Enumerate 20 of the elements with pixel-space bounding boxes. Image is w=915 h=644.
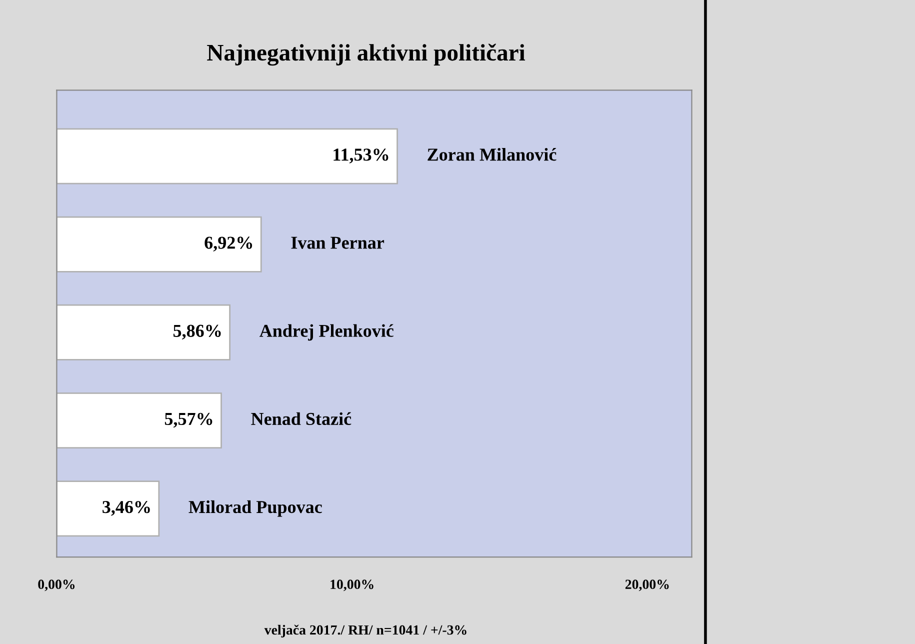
text: 6,92%	[204, 236, 252, 252]
bar	[56, 392, 222, 449]
text: 5,86%	[173, 324, 221, 340]
text: 11,53%	[334, 148, 388, 164]
y-tick-label: Ivan Pernar	[291, 236, 384, 249]
bar	[56, 304, 230, 360]
y-tick-label: Nenad Stazić	[251, 412, 352, 426]
y-tick-label: Milorad Pupovac	[188, 500, 322, 517]
x-tick-label: 20,00%	[625, 580, 669, 592]
y-tick-label: Andrej Plenković	[260, 324, 394, 341]
bar	[56, 128, 398, 184]
y-tick-label: Zoran Milanović	[428, 148, 556, 161]
text: 5,57%	[164, 412, 212, 428]
bar	[56, 216, 262, 272]
x-tick-label: 10,00%	[330, 580, 374, 592]
bar	[56, 480, 160, 537]
text: 3,46%	[102, 500, 150, 516]
text: veljača 2017./ RH/ n=1041 / +/-3%	[264, 624, 466, 638]
chart-title: Najnegativniji aktivni političari	[207, 44, 526, 66]
x-tick-label: 0,00%	[38, 580, 75, 592]
